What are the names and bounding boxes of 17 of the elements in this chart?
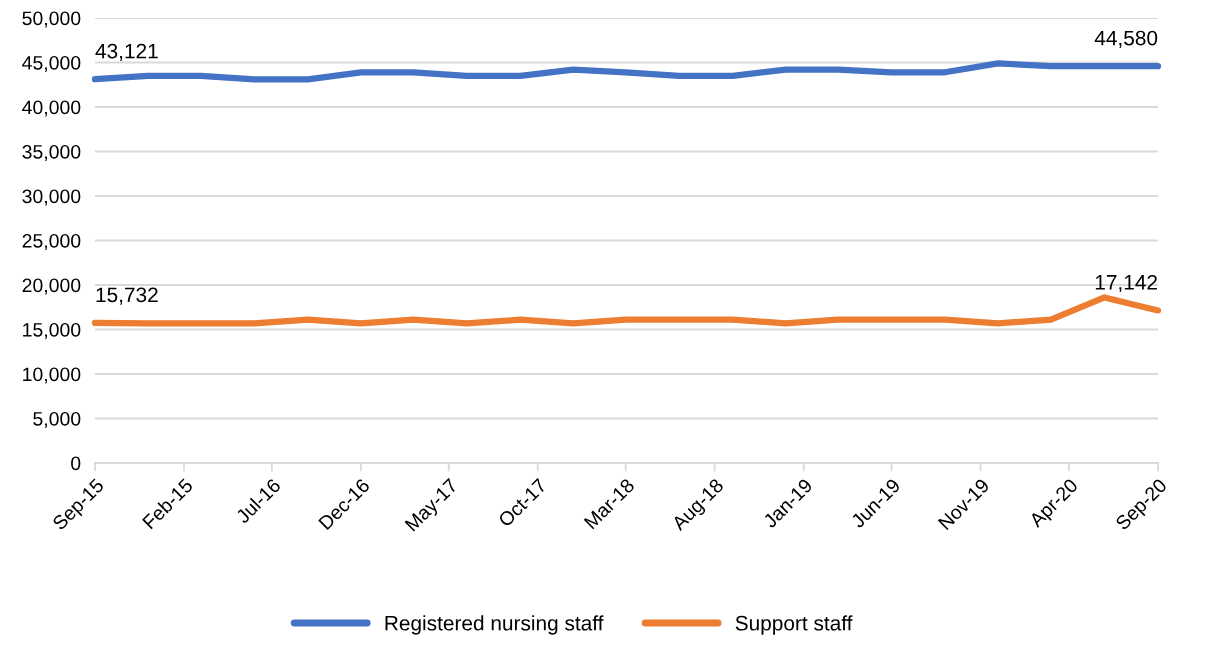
y-tick-label: 50,000 — [22, 11, 81, 28]
y-tick-label: 15,000 — [23, 322, 81, 340]
legend-label: Registered nursing staff — [385, 615, 604, 635]
y-tick-label: 20,000 — [22, 278, 81, 295]
data-label: 17,142 — [1095, 274, 1157, 293]
y-tick-label: 5,000 — [33, 411, 81, 429]
y-tick-label: 30,000 — [22, 189, 81, 206]
y-tick-label: 0 — [71, 456, 81, 471]
y-tick-label: 40,000 — [22, 100, 81, 117]
y-tick-label: 10,000 — [23, 367, 81, 384]
y-tick-label: 25,000 — [22, 233, 81, 251]
legend-label: Support staff — [735, 615, 853, 635]
y-tick-label: 35,000 — [22, 144, 81, 162]
data-label: 43,121 — [95, 43, 158, 61]
data-label: 15,732 — [96, 287, 158, 305]
data-label: 44,580 — [1094, 30, 1158, 48]
y-tick-label: 45,000 — [22, 55, 81, 73]
